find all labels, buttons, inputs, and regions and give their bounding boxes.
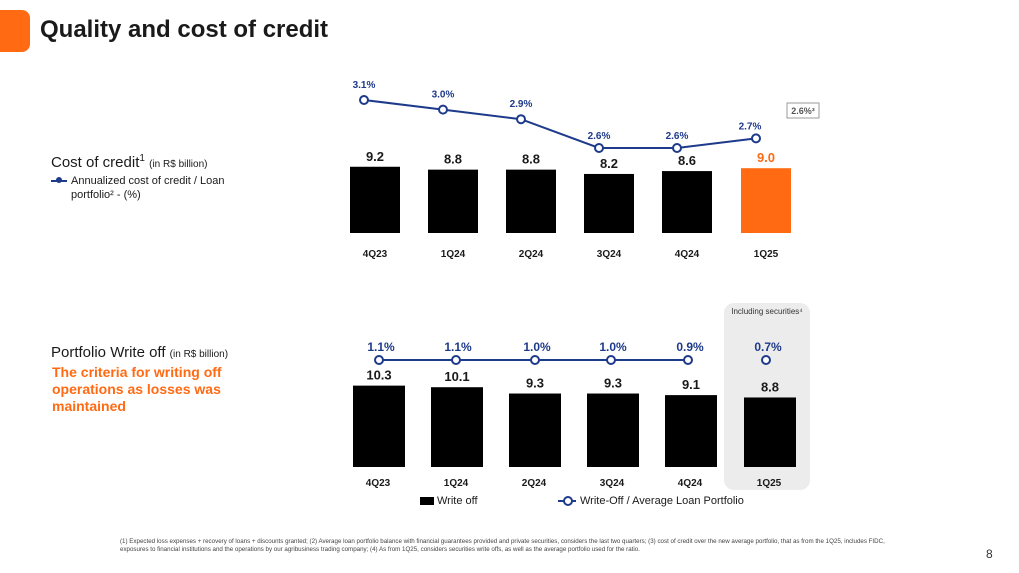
including-securities-text: Including securities⁴	[731, 307, 803, 316]
write-off-x-tick: 2Q24	[522, 478, 547, 489]
cost-ratio-point	[594, 143, 604, 153]
bar-swatch-icon	[420, 497, 434, 505]
write-off-ratio-label: 1.0%	[523, 340, 551, 354]
new-portfolio-ratio-badge	[786, 102, 820, 119]
cost-ratio-point	[516, 114, 526, 125]
cost-x-tick: 2Q24	[519, 249, 544, 260]
write-off-ratio-point	[761, 355, 771, 365]
cost-bar-4q23	[350, 166, 400, 233]
write-off-bar-4q23	[353, 385, 405, 467]
legend-write-off-text: Write off	[437, 495, 478, 507]
footnote: (1) Expected loss expenses + recovery of…	[120, 538, 885, 553]
write-off-bar-2q24	[509, 393, 561, 467]
write-off-ratio-point	[606, 355, 616, 365]
cost-bar-1q25	[741, 168, 791, 233]
write-off-ratio-label: 1.1%	[444, 340, 472, 354]
write-off-ratio-point	[530, 355, 540, 365]
write-off-ratio-point	[451, 355, 461, 365]
write-off-x-tick: 1Q25	[757, 478, 782, 489]
line-marker-icon	[558, 496, 576, 506]
cost-ratio-point	[751, 133, 761, 144]
page-number: 8	[986, 547, 993, 561]
write-off-ratio-point	[683, 355, 693, 365]
cost-ratio-point	[672, 143, 682, 153]
cost-ratio-legend-text: Annualized cost of credit / Loan portfol…	[71, 175, 225, 201]
cost-bar-label: 8.8	[522, 152, 540, 167]
cost-ratio-label: 2.9%	[510, 99, 533, 110]
cost-of-credit-title: Cost of credit	[51, 154, 140, 171]
write-off-bar-1q25	[744, 397, 796, 467]
write-off-bar-label: 9.1	[682, 377, 700, 392]
cost-bar-3q24	[584, 173, 634, 233]
cost-bar-label: 8.2	[600, 156, 618, 171]
write-off-ratio-label: 0.9%	[676, 340, 704, 354]
write-off-bar-label: 10.3	[366, 368, 391, 383]
cost-x-tick: 3Q24	[597, 249, 622, 260]
legend-write-off-ratio-text: Write-Off / Average Loan Portfolio	[580, 495, 744, 507]
cost-ratio-label: 3.1%	[353, 80, 376, 91]
cost-x-tick: 1Q25	[754, 249, 779, 260]
write-off-criteria-note: The criteria for writing off operations …	[52, 364, 222, 414]
cost-ratio-point	[359, 95, 369, 105]
write-off-bar-4q24	[665, 395, 717, 467]
page-title: Quality and cost of credit	[40, 16, 329, 43]
cost-bar-label: 8.8	[444, 152, 462, 167]
write-off-bar-3q24	[587, 393, 639, 467]
write-off-bar-label: 10.1	[444, 369, 469, 384]
write-off-x-tick: 1Q24	[444, 478, 469, 489]
cost-ratio-point	[438, 104, 448, 115]
cost-x-tick: 4Q24	[675, 249, 700, 260]
write-off-unit: (in R$ billion)	[169, 349, 229, 360]
cost-bar-label: 9.0	[757, 150, 775, 165]
write-off-ratio-label: 1.0%	[599, 340, 627, 354]
line-marker-icon	[51, 177, 67, 184]
cost-bar-label: 8.6	[678, 153, 696, 168]
cost-ratio-legend: Annualized cost of credit / Loan portfol…	[51, 174, 256, 202]
new-portfolio-ratio-label: 2.6%³	[791, 106, 815, 116]
legend-write-off: Write off	[420, 495, 478, 507]
cost-ratio-label: 3.0%	[432, 90, 455, 101]
write-off-bar-label: 9.3	[526, 376, 544, 391]
write-off-bar-label: 9.3	[604, 376, 622, 391]
write-off-label: Portfolio Write off (in R$ billion)	[51, 344, 228, 361]
cost-bar-label: 9.2	[366, 149, 384, 164]
write-off-x-tick: 4Q24	[678, 478, 703, 489]
write-off-bar-1q24	[431, 387, 483, 467]
cost-of-credit-sup: 1	[139, 153, 145, 164]
legend-write-off-ratio: Write-Off / Average Loan Portfolio	[558, 495, 744, 507]
write-off-x-tick: 3Q24	[600, 478, 625, 489]
cost-x-tick: 4Q23	[363, 249, 388, 260]
cost-of-credit-label: Cost of credit1 (in R$ billion)	[51, 153, 207, 171]
write-off-ratio-point	[374, 355, 384, 365]
cost-ratio-line	[363, 99, 757, 149]
write-off-ratio-label: 1.1%	[367, 340, 395, 354]
write-off-x-tick: 4Q23	[366, 478, 391, 489]
cost-bar-4q24	[662, 171, 712, 233]
cost-of-credit-unit: (in R$ billion)	[149, 159, 208, 170]
cost-bar-1q24	[428, 169, 478, 233]
write-off-ratio-label: 0.7%	[754, 340, 782, 354]
write-off-title: Portfolio Write off	[51, 344, 166, 361]
title-accent-tab	[0, 10, 30, 52]
cost-ratio-label: 2.7%	[739, 121, 762, 132]
cost-ratio-label: 2.6%	[666, 131, 689, 142]
cost-x-tick: 1Q24	[441, 249, 466, 260]
write-off-bar-label: 8.8	[761, 379, 779, 394]
cost-ratio-label: 2.6%	[588, 131, 611, 142]
cost-bar-2q24	[506, 169, 556, 233]
